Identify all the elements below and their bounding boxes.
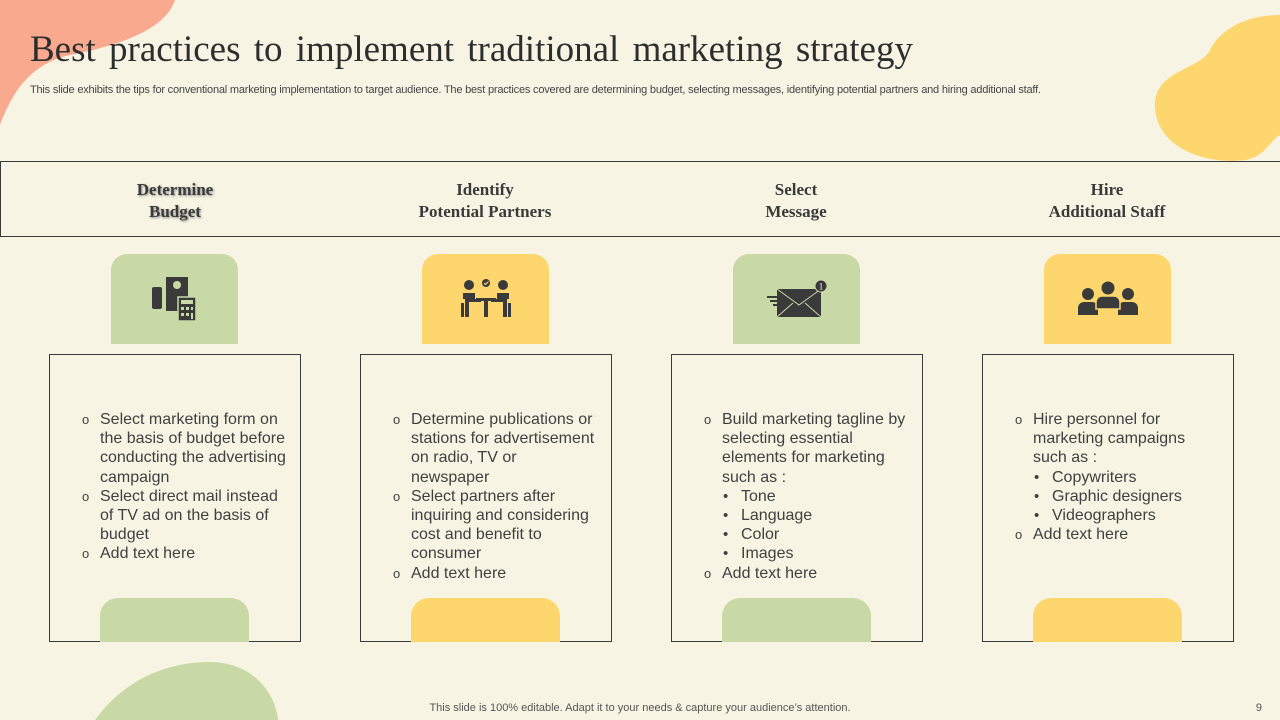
bullet-circle-icon: o [704,412,712,427]
bullet-text: Graphic designers [1052,487,1182,505]
bullet-circle-icon: o [1015,527,1023,543]
bullet-list: o Select marketing form on the basis of b… [82,410,287,564]
bullet-text: Select direct mail instead of TV ad on t… [100,487,278,544]
card-identify-partners: o Determine publications or stations for … [360,354,612,642]
card-tab-decoration [100,598,249,642]
card-tab-decoration [411,598,560,642]
bullet-item: o Build marketing tagline by selecting es… [704,410,909,487]
bullet-item: o Add text here [82,544,287,563]
email-notification-icon: 1 [766,279,827,318]
bullet-text: Images [741,545,794,563]
sub-bullet-item: • Color [704,525,909,544]
card-tab-decoration [722,598,871,642]
heading-determine-budget: Determine Budget [136,180,214,221]
page-number: 9 [1255,702,1262,714]
card-determine-budget: o Select marketing form on the basis of b… [49,354,301,642]
sub-bullet-item: • Language [704,506,909,525]
salmon-blob-decoration [0,0,175,125]
bullet-item: o Hire personnel for marketing campaigns … [1015,410,1220,468]
bullet-text: Tone [741,487,776,505]
sub-bullet-item: • Images [704,544,909,563]
bullet-circle-icon: o [704,565,712,581]
bullet-item: o Determine publications or stations for … [393,410,598,487]
sub-bullet-item: • Tone [704,487,909,506]
bullet-item: o Select direct mail instead of TV ad on … [82,487,287,545]
bullet-dot-icon: • [723,507,729,525]
bullet-text: Videographers [1052,507,1156,525]
bullet-text: Build marketing tagline by selecting ess… [722,411,906,486]
bullet-text: Determine publications or stations for a… [411,411,595,486]
heading-select-message: Select Message [765,180,827,221]
bullet-dot-icon: • [1034,487,1040,505]
bullet-circle-icon: o [1015,412,1023,427]
icon-tile-budget [111,254,238,344]
bullet-text: Color [741,526,780,544]
bullet-list: o Determine publications or stations for … [393,410,598,583]
bullet-circle-icon: o [393,488,401,504]
bullet-dot-icon: • [1034,468,1040,486]
slide-title: Best practices to implement traditional … [30,29,913,70]
bullet-text: Select marketing form on the basis of bu… [100,411,286,486]
bullet-dot-icon: • [723,526,729,544]
bullet-text: Add text here [100,545,196,563]
icon-tile-message: 1 [733,254,860,344]
bullet-dot-icon: • [723,487,729,505]
bullet-text: Select partners after inquiring and cons… [411,487,589,563]
bullet-item: o Select partners after inquiring and con… [393,487,598,564]
yellow-blob-decoration [1155,15,1280,161]
bullet-dot-icon: • [723,545,729,563]
slide-subtitle: This slide exhibits the tips for convent… [30,84,1041,96]
meeting-partners-icon [460,279,511,317]
card-tab-decoration [1033,598,1182,642]
team-group-icon [1077,281,1138,315]
footer-note: This slide is 100% editable. Adapt it to… [429,702,851,714]
bullet-item: o Select marketing form on the basis of b… [82,410,287,487]
budget-calculator-icon [151,277,197,322]
bullet-list: o Hire personnel for marketing campaigns … [1015,410,1220,544]
bullet-circle-icon: o [393,565,401,581]
heading-hire-staff: Hire Additional Staff [1048,180,1166,221]
bullet-text: Copywriters [1052,468,1137,486]
heading-identify-partners: Identify Potential Partners [418,180,552,221]
bullet-text: Language [741,507,813,525]
sub-bullet-item: • Videographers [1015,506,1220,525]
bullet-circle-icon: o [82,546,90,562]
bullet-item: o Add text here [704,564,909,583]
card-hire-staff: o Hire personnel for marketing campaigns … [982,354,1234,642]
icon-tile-partners [422,254,549,344]
bullet-text: Hire personnel for marketing campaigns s… [1033,411,1186,467]
bullet-text: Add text here [1033,526,1129,544]
bullet-list: o Build marketing tagline by selecting es… [704,410,909,583]
bullet-text: Add text here [722,564,818,582]
notification-badge: 1 [818,282,823,292]
bullet-item: o Add text here [1015,525,1220,544]
bullet-text: Add text here [411,564,507,582]
header-band: Determine Budget Identify Potential Partne… [0,161,1280,237]
sub-bullet-item: • Graphic designers [1015,487,1220,506]
icon-tile-staff [1044,254,1171,344]
bullet-item: o Add text here [393,564,598,583]
bullet-circle-icon: o [82,412,90,427]
sub-bullet-item: • Copywriters [1015,468,1220,487]
card-select-message: o Build marketing tagline by selecting es… [671,354,923,642]
bullet-circle-icon: o [82,488,90,504]
bullet-dot-icon: • [1034,507,1040,525]
green-blob-decoration [95,662,278,720]
bullet-circle-icon: o [393,412,401,427]
